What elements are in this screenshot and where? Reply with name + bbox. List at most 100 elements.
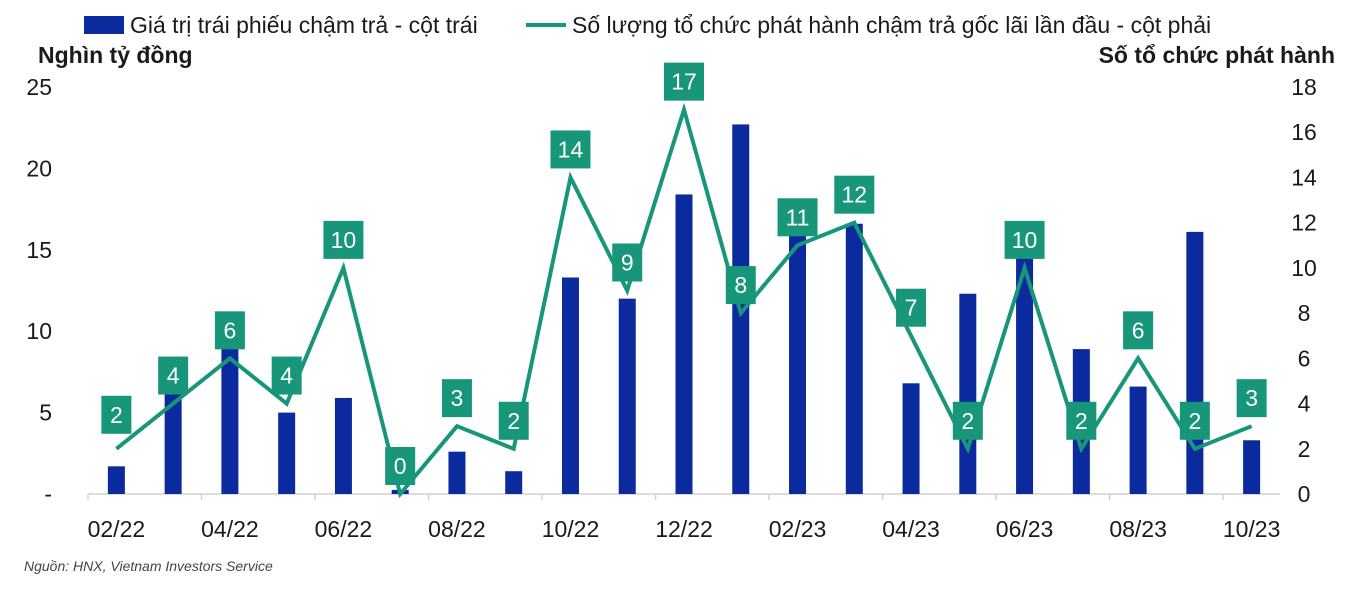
- line-data-label-text: 10: [1012, 227, 1038, 253]
- line-data-label-text: 2: [507, 408, 520, 434]
- y2-tick-label: 12: [1291, 210, 1317, 236]
- line-data-label-text: 17: [671, 69, 697, 95]
- line-data-label: 6: [1123, 311, 1154, 350]
- line-data-labels: 2 4 6 4 10 0 3 2 14 9 17 8 11 12 7 2 10 2 6 2 3: [101, 62, 1267, 485]
- line-data-label-text: 12: [841, 182, 867, 208]
- line-data-label-box: [101, 395, 132, 434]
- line-data-label-box: [550, 130, 591, 169]
- line-data-label-box: [214, 311, 245, 350]
- line-data-label: 2: [952, 401, 983, 440]
- line-data-label-text: 4: [280, 363, 293, 389]
- bar: [164, 386, 182, 494]
- line-data-label: 4: [271, 356, 302, 395]
- y2-tick-label: 0: [1298, 481, 1311, 507]
- bar: [107, 466, 125, 494]
- legend: Giá trị trái phiếu chậm trả - cột trái S…: [84, 12, 1211, 38]
- bar: [959, 293, 977, 494]
- line-data-label-text: 3: [451, 385, 464, 411]
- line-data-label-text: 6: [224, 317, 237, 343]
- y-tick-label: 25: [26, 74, 52, 100]
- line-data-label-box: [952, 401, 983, 440]
- bar: [334, 397, 352, 494]
- line-data-label: 2: [101, 395, 132, 434]
- line-data-label: 3: [1236, 379, 1267, 418]
- y-tick-label: -: [44, 481, 52, 507]
- y2-tick-label: 14: [1291, 164, 1317, 190]
- bar: [505, 471, 523, 494]
- line-data-label-box: [271, 356, 302, 395]
- line-series-path: [115, 102, 1253, 499]
- line-data-label-box: [1179, 401, 1210, 440]
- line-data-label-text: 0: [394, 453, 407, 479]
- x-tick-label: 02/23: [769, 516, 827, 542]
- y-tick-label: 20: [26, 155, 52, 181]
- line-data-label: 17: [664, 62, 704, 101]
- line-data-label: 2: [498, 401, 529, 440]
- line-data-label-box: [777, 198, 818, 237]
- line-data-label-box: [1236, 379, 1267, 418]
- bar: [789, 233, 807, 494]
- line-data-label-box: [441, 379, 472, 418]
- legend-bar-label: Giá trị trái phiếu chậm trả - cột trái: [130, 12, 478, 38]
- line-data-label: 14: [550, 130, 591, 169]
- line-data-label: 11: [777, 198, 818, 237]
- line-data-label-text: 8: [734, 272, 747, 298]
- line-data-label: 2: [1066, 401, 1097, 440]
- legend-line-label: Số lượng tổ chức phát hành chậm trả gốc …: [572, 12, 1211, 38]
- line-data-label: 3: [441, 379, 472, 418]
- bar: [1186, 231, 1204, 494]
- y2-tick-label: 6: [1298, 345, 1311, 371]
- line-data-label-box: [323, 220, 364, 259]
- x-tick-label: 08/22: [428, 516, 486, 542]
- line-data-label-box: [834, 175, 875, 214]
- x-tick-label: 10/23: [1223, 516, 1281, 542]
- line-data-label-text: 2: [1188, 408, 1201, 434]
- x-tick-label: 04/22: [201, 516, 259, 542]
- y-axis-ticks: - 5 10 15 20 25: [26, 74, 52, 507]
- line-data-label-box: [385, 447, 416, 485]
- line-data-label: 8: [725, 266, 756, 305]
- y-tick-label: 5: [39, 400, 52, 426]
- y-axis-title: Nghìn tỷ đồng: [38, 42, 193, 68]
- line-data-label-box: [725, 266, 756, 305]
- line-data-label: 0: [385, 447, 416, 485]
- line-data-label-text: 2: [110, 402, 123, 428]
- line-data-label-text: 14: [558, 136, 584, 162]
- line-data-label: 2: [1179, 401, 1210, 440]
- line-data-label-box: [1123, 311, 1154, 350]
- x-axis-ticks: 02/22 04/22 06/22 08/22 10/22 12/22 02/23 04/23…: [87, 494, 1281, 542]
- line-data-label: 12: [834, 175, 875, 214]
- line-data-label: 4: [158, 356, 189, 395]
- line-data-label-text: 10: [331, 227, 357, 253]
- line-data-label: 6: [214, 311, 245, 350]
- bar: [221, 340, 239, 494]
- line-data-label-box: [664, 62, 704, 101]
- x-tick-label: 06/23: [996, 516, 1054, 542]
- line-data-label-text: 2: [961, 408, 974, 434]
- line-data-label-box: [498, 401, 529, 440]
- bar: [675, 194, 693, 494]
- legend-bar-swatch: [84, 16, 124, 34]
- x-tick-label: 08/23: [1109, 516, 1167, 542]
- bar: [1243, 440, 1261, 494]
- x-tick-label: 02/22: [88, 516, 146, 542]
- line-data-label-text: 3: [1245, 385, 1258, 411]
- line-data-label: 9: [612, 243, 643, 282]
- bar: [1129, 386, 1147, 494]
- bar: [618, 298, 636, 494]
- line-data-label: 10: [323, 220, 364, 259]
- source-note: Nguồn: HNX, Vietnam Investors Service: [24, 558, 273, 574]
- line-data-label-box: [1066, 401, 1097, 440]
- bar: [278, 412, 296, 494]
- x-tick-label: 04/23: [882, 516, 940, 542]
- line-data-label-text: 7: [905, 295, 918, 321]
- y2-tick-label: 8: [1298, 300, 1311, 326]
- y2-axis-ticks: 0 2 4 6 8 10 12 14 16 18: [1291, 74, 1317, 507]
- y2-tick-label: 10: [1291, 255, 1317, 281]
- bar: [1016, 256, 1034, 494]
- y-tick-label: 10: [26, 318, 52, 344]
- y2-tick-label: 16: [1291, 119, 1317, 145]
- line-data-label-text: 9: [621, 250, 634, 276]
- line-data-label: 10: [1004, 220, 1045, 259]
